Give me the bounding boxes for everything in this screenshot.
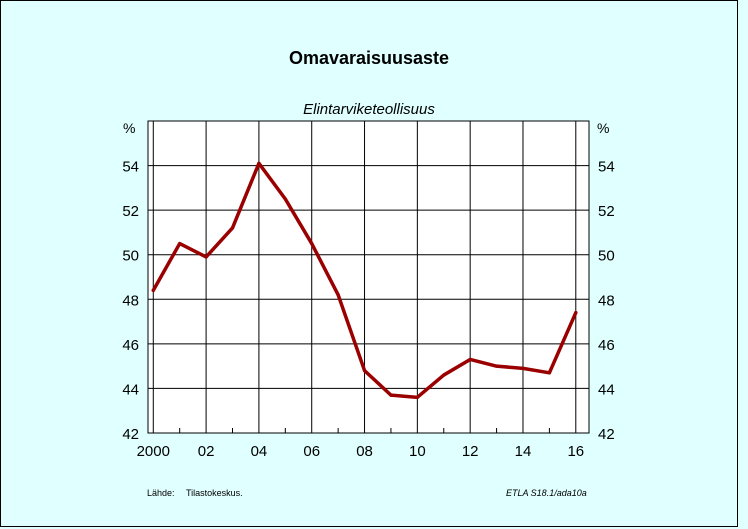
y-tick-label-left: 54 xyxy=(122,159,139,176)
data-point xyxy=(283,197,287,201)
data-point xyxy=(362,369,367,373)
x-tick-label: 14 xyxy=(515,443,532,460)
chart-code: ETLA S18.1/ada10a xyxy=(506,488,587,498)
y-tick-label-left: 52 xyxy=(122,203,139,220)
plot-area xyxy=(148,121,589,433)
y-tick-label-right: 42 xyxy=(598,426,615,443)
data-point xyxy=(521,366,525,370)
y-tick-label-right: 46 xyxy=(598,337,615,354)
y-tick-label-right: 48 xyxy=(598,292,615,309)
source-value: Tilastokeskus. xyxy=(186,488,243,498)
x-tick-label: 16 xyxy=(567,443,584,460)
data-point xyxy=(151,288,155,292)
x-tick-label: 08 xyxy=(356,443,373,460)
x-tick-label: 12 xyxy=(462,443,479,460)
x-tick-label: 02 xyxy=(198,443,215,460)
y-tick-label-left: 46 xyxy=(122,337,139,354)
y-tick-label-left: 50 xyxy=(122,248,139,265)
chart-subtitle: Elintarviketeollisuus xyxy=(303,101,435,118)
x-tick-label: 06 xyxy=(303,443,320,460)
data-point xyxy=(574,311,578,315)
data-point xyxy=(389,393,393,397)
y-tick-label-right: 50 xyxy=(598,248,615,265)
data-point xyxy=(336,293,340,297)
y-tick-label-left: 48 xyxy=(122,292,139,309)
plot-border xyxy=(147,120,590,434)
data-point xyxy=(257,161,261,165)
data-point xyxy=(468,357,472,362)
data-point xyxy=(204,255,208,259)
y-tick-label-left: 44 xyxy=(122,381,139,398)
x-tick-label: 04 xyxy=(251,443,268,460)
data-point xyxy=(494,364,499,368)
x-tick-label: 10 xyxy=(409,443,426,460)
data-point xyxy=(178,241,182,246)
right-unit-label: % xyxy=(597,120,610,136)
x-tick-label: 2000 xyxy=(137,443,170,460)
data-point xyxy=(547,371,551,375)
data-point xyxy=(442,373,446,377)
data-point xyxy=(230,226,235,230)
left-unit-label: % xyxy=(123,120,136,136)
data-point xyxy=(310,241,314,246)
y-tick-label-left: 42 xyxy=(122,426,139,443)
data-point xyxy=(415,395,419,399)
source-label: Lähde: xyxy=(147,488,175,498)
y-tick-label-right: 54 xyxy=(598,159,615,176)
y-tick-label-right: 44 xyxy=(598,381,615,398)
chart-title: Omavaraisuusaste xyxy=(288,48,450,68)
y-tick-label-right: 52 xyxy=(598,203,615,220)
